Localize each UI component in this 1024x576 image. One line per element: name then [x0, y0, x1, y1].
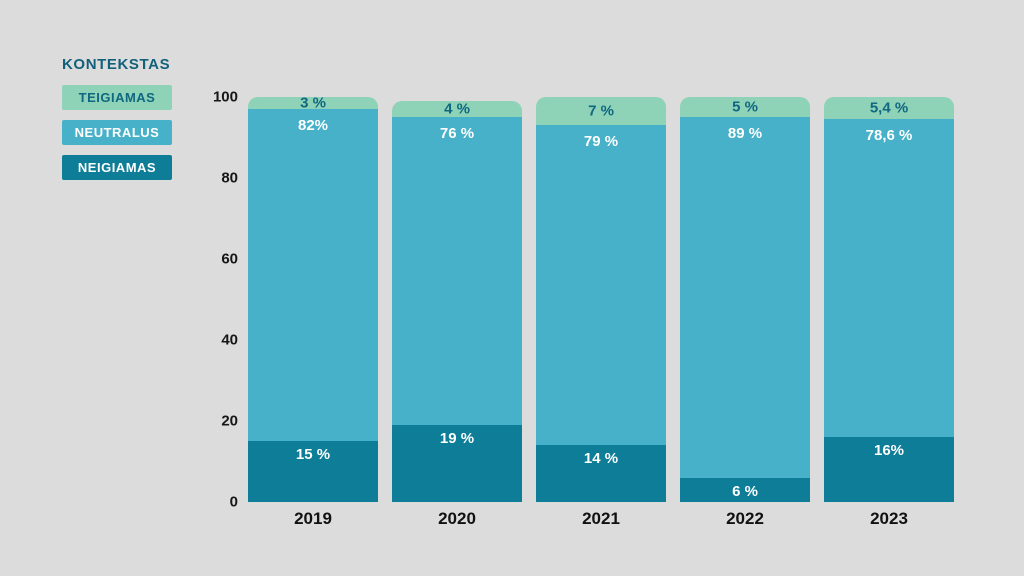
y-tick-label: 100: [212, 88, 238, 106]
bar-segment-teigiamas: 4 %: [392, 100, 522, 118]
y-tick-label: 20: [221, 412, 238, 430]
segment-label: 6 %: [732, 482, 758, 500]
y-tick-label: 60: [221, 250, 238, 268]
bar-2021: 7 % 79 % 14 %: [536, 97, 666, 502]
bar-segment-neutralus: 89 %: [680, 117, 810, 478]
legend: KONTEKSTAS TEIGIAMAS NEUTRALUS NEIGIAMAS: [62, 56, 172, 190]
segment-label: 89 %: [727, 125, 763, 143]
segment-label: 14 %: [583, 450, 619, 468]
plot-area: 3 % 82% 15 % 4 % 76 % 19 % 7 % 79 % 14 % 5 % 89 % 6…: [248, 94, 954, 502]
x-axis-label: 2022: [726, 509, 764, 528]
segment-label: 5,4 %: [869, 99, 909, 117]
segment-label: 79 %: [583, 133, 619, 151]
segment-label: 16%: [873, 442, 905, 460]
bar-segment-neutralus: 76 %: [392, 117, 522, 426]
bar-segment-neigiamas: 14 %: [536, 445, 666, 502]
legend-item-label: NEUTRALUS: [74, 125, 160, 140]
bars-group: 3 % 82% 15 % 4 % 76 % 19 % 7 % 79 % 14 % 5 % 89 % 6…: [248, 94, 954, 502]
bar-2023: 5,4 % 78,6 % 16%: [824, 97, 954, 502]
segment-label: 7 %: [588, 102, 614, 120]
bar-2019: 3 % 82% 15 %: [248, 94, 378, 502]
bar-segment-teigiamas: 7 %: [536, 97, 666, 126]
legend-item-neutralus: NEUTRALUS: [62, 120, 172, 145]
bar-segment-neigiamas: 19 %: [392, 425, 522, 502]
segment-label: 3 %: [300, 94, 326, 112]
bar-segment-teigiamas: 5 %: [680, 97, 810, 118]
bar-segment-neigiamas: 16%: [824, 437, 954, 502]
legend-item-label: NEIGIAMAS: [77, 160, 157, 175]
bar-segment-neutralus: 78,6 %: [824, 118, 954, 438]
x-axis-label: 2021: [582, 509, 620, 528]
segment-label: 5 %: [732, 98, 758, 116]
x-axis: 2019 2020 2021 2022 2023: [248, 509, 954, 529]
bar-segment-neutralus: 82%: [248, 109, 378, 442]
segment-label: 78,6 %: [865, 126, 913, 144]
bar-2020: 4 % 76 % 19 %: [392, 97, 522, 502]
y-tick-label: 80: [221, 169, 238, 187]
x-axis-label: 2019: [294, 509, 332, 528]
x-axis-label: 2023: [870, 509, 908, 528]
legend-item-label: TEIGIAMAS: [78, 90, 156, 105]
segment-label: 4 %: [444, 100, 470, 118]
y-tick-label: 0: [229, 493, 238, 511]
bar-segment-neigiamas: 6 %: [680, 477, 810, 502]
segment-label: 15 %: [295, 446, 331, 464]
segment-label: 76 %: [439, 125, 475, 143]
bar-2022: 5 % 89 % 6 %: [680, 97, 810, 502]
bar-segment-neutralus: 79 %: [536, 125, 666, 446]
bar-segment-teigiamas: 3 %: [248, 94, 378, 112]
segment-label: 82%: [297, 117, 329, 135]
x-axis-label: 2020: [438, 509, 476, 528]
bar-segment-neigiamas: 15 %: [248, 441, 378, 502]
legend-title: KONTEKSTAS: [62, 56, 171, 73]
bar-segment-teigiamas: 5,4 %: [824, 97, 954, 119]
y-tick-label: 40: [221, 331, 238, 349]
segment-label: 19 %: [439, 430, 475, 448]
y-axis: 0 20 40 60 80 100: [180, 89, 238, 511]
legend-item-teigiamas: TEIGIAMAS: [62, 85, 172, 110]
legend-item-neigiamas: NEIGIAMAS: [62, 155, 172, 180]
